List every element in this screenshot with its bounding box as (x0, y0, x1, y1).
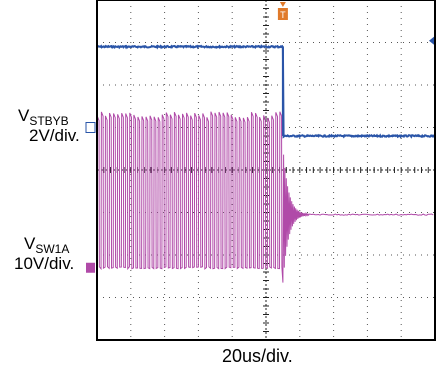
ch1-trace (96, 44, 435, 139)
ch2-label: VSW1A (24, 234, 70, 257)
trigger-marker (277, 8, 288, 20)
trigger-arrow (279, 2, 286, 7)
ch2-ground-marker (86, 262, 95, 273)
ch1-ground-marker (85, 122, 96, 133)
trigger-label: T (280, 10, 286, 20)
markers: T (85, 2, 434, 273)
ch1-offscreen-arrow (429, 36, 434, 45)
plot-frame (96, 0, 436, 341)
time-scale-label: 20us/div. (222, 346, 293, 366)
ch1-scale: 2V/div. (29, 126, 80, 145)
traces (96, 44, 435, 283)
ch2-scale: 10V/div. (14, 254, 75, 273)
ch2-trace (96, 111, 434, 283)
ch1-label: VSTBYB (18, 106, 69, 129)
